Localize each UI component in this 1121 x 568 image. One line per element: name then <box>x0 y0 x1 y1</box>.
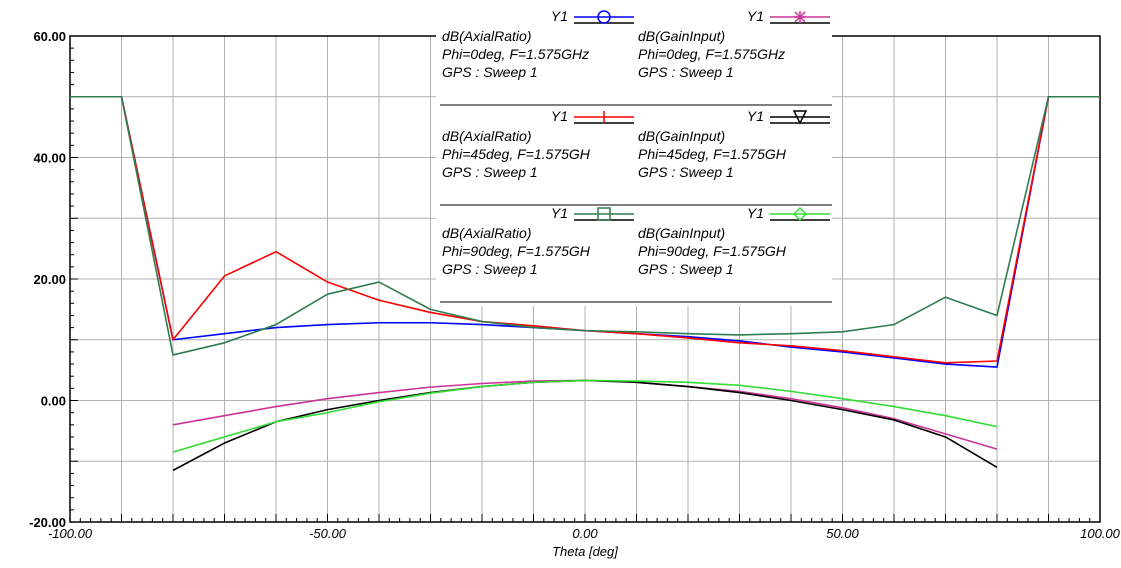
legend-axis-label: Y1 <box>747 205 764 221</box>
legend-axis-label: Y1 <box>747 108 764 124</box>
legend-axis-label: Y1 <box>551 108 568 124</box>
legend-entry-4: Y1 dB(GainInput) Phi=45deg, F=1.575GH GPS :… <box>636 108 832 206</box>
legend-text-line: dB(GainInput) <box>638 225 725 241</box>
x-axis-label: Theta [deg] <box>552 544 618 559</box>
legend-text-line: Phi=90deg, F=1.575GH <box>638 243 787 259</box>
legend-axis-label: Y1 <box>747 8 764 24</box>
series-layer <box>70 95 1100 472</box>
legend-entry-5: Y1 dB(AxialRatio) Phi=90deg, F=1.575GH GPS … <box>440 205 636 303</box>
legend-background <box>436 2 832 306</box>
legend-entry-2: Y1 dB(GainInput) Phi=0deg, F=1.575GHz GPS :… <box>636 8 832 106</box>
x-tick-label: -50.00 <box>309 526 347 541</box>
legend-text-line: dB(GainInput) <box>638 28 725 44</box>
legend-text-line: GPS : Sweep 1 <box>638 261 734 277</box>
legend-text-line: Phi=45deg, F=1.575GH <box>638 146 787 162</box>
legend-marker-diamond <box>792 206 808 222</box>
y-tick-label: 0.00 <box>41 394 66 409</box>
legend-entry-1: Y1 dB(AxialRatio) Phi=0deg, F=1.575GHz GPS … <box>440 8 636 106</box>
y-tick-label: 20.00 <box>33 272 66 287</box>
legend-text-line: GPS : Sweep 1 <box>442 64 538 80</box>
legend-text-line: dB(AxialRatio) <box>442 128 531 144</box>
y-tick-label: 60.00 <box>33 29 66 44</box>
legend-text-line: Phi=0deg, F=1.575GHz <box>638 46 785 62</box>
y-tick-label: 40.00 <box>33 151 66 166</box>
series-line-6 <box>172 379 998 453</box>
legend-entry-6: Y1 dB(GainInput) Phi=90deg, F=1.575GH GPS :… <box>636 205 832 303</box>
legend-text-line: Phi=0deg, F=1.575GHz <box>442 46 589 62</box>
legend: Y1 dB(AxialRatio) Phi=0deg, F=1.575GHz GPS … <box>436 2 832 306</box>
legend-marker-circle <box>597 10 611 24</box>
legend-text-line: dB(AxialRatio) <box>442 225 531 241</box>
x-tick-label: 50.00 <box>826 526 859 541</box>
x-tick-label: 0.00 <box>572 526 598 541</box>
legend-marker-square <box>597 207 611 221</box>
legend-text-line: GPS : Sweep 1 <box>638 164 734 180</box>
x-tick-label: -100.00 <box>48 526 93 541</box>
legend-text-line: GPS : Sweep 1 <box>442 261 538 277</box>
legend-text-line: Phi=45deg, F=1.575GH <box>442 146 591 162</box>
legend-entry-3: Y1 dB(AxialRatio) Phi=45deg, F=1.575GH GPS … <box>440 108 636 206</box>
legend-marker-triangle <box>792 110 808 125</box>
series-line-5 <box>70 95 1100 356</box>
legend-text-line: GPS : Sweep 1 <box>442 164 538 180</box>
legend-text-line: GPS : Sweep 1 <box>638 64 734 80</box>
legend-axis-label: Y1 <box>551 8 568 24</box>
x-tick-label: 100.00 <box>1080 526 1121 541</box>
y-tick-label: -20.00 <box>29 515 66 530</box>
legend-axis-label: Y1 <box>551 205 568 221</box>
legend-text-line: dB(AxialRatio) <box>442 28 531 44</box>
tick-labels: -20.00 0.00 20.00 40.00 60.00 -100.00 -50.00 0.… <box>29 29 1121 541</box>
legend-text-line: dB(GainInput) <box>638 128 725 144</box>
legend-text-line: Phi=90deg, F=1.575GH <box>442 243 591 259</box>
